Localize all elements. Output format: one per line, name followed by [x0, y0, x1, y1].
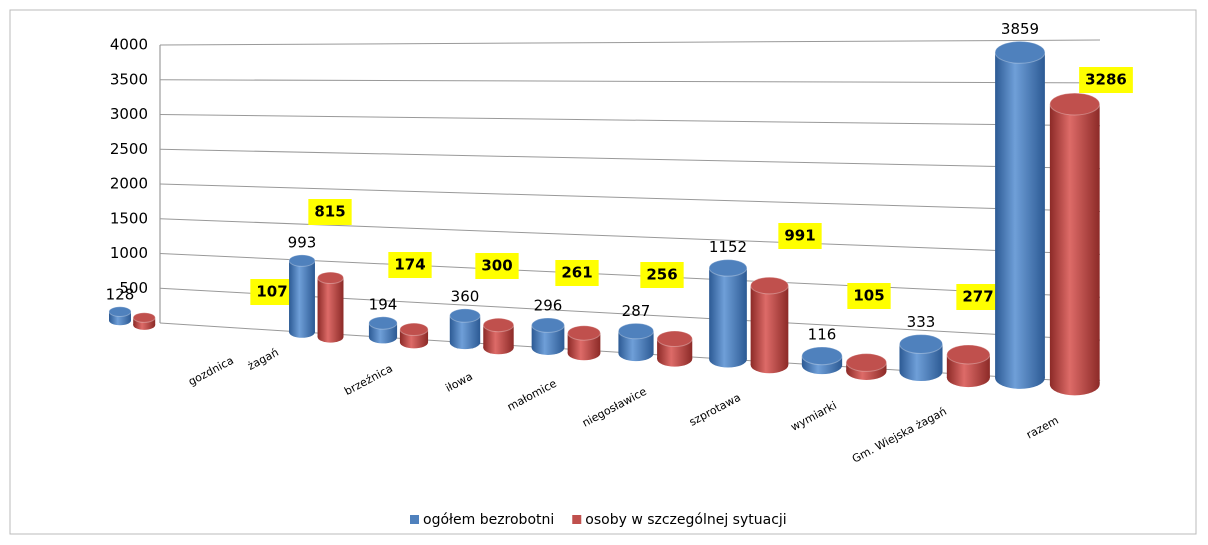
bar-top	[531, 317, 565, 333]
data-label: 991	[784, 227, 815, 245]
grid-line	[159, 79, 1101, 84]
bar-top	[845, 353, 887, 372]
grid-line	[159, 114, 1101, 127]
x-tick-label: niegosławice	[580, 385, 649, 430]
label-box	[308, 199, 352, 225]
data-label: 261	[561, 264, 592, 282]
data-label: 194	[369, 295, 398, 313]
bar-top	[617, 322, 655, 340]
y-tick-label: 500	[119, 279, 148, 297]
data-label: 105	[853, 287, 884, 305]
label-box	[778, 223, 822, 249]
legend-label: osoby w szczególnej sytuacji	[585, 512, 786, 528]
data-label: 3859	[1001, 20, 1039, 38]
y-tick-label: 1500	[110, 209, 148, 227]
data-label: 333	[907, 313, 936, 331]
bar-top	[317, 271, 344, 285]
x-tick-label: żagań	[245, 346, 280, 373]
label-box	[956, 284, 1000, 310]
legend-swatch	[572, 515, 582, 524]
x-tick-label: razem	[1024, 414, 1061, 442]
data-label: 1152	[709, 238, 747, 256]
data-label: 256	[646, 266, 677, 284]
x-tick-label: małomice	[505, 377, 559, 414]
data-label: 300	[481, 257, 512, 275]
label-box	[640, 262, 684, 288]
grid-line	[159, 39, 1101, 46]
x-tick-label: brzeźnica	[342, 362, 395, 398]
data-label: 174	[394, 256, 425, 274]
bar-top	[1049, 92, 1101, 116]
bar-top	[567, 325, 601, 341]
bar	[289, 260, 315, 333]
bar-top	[898, 334, 944, 355]
bar-top	[482, 317, 515, 333]
bar-top	[368, 316, 398, 330]
x-tick-label: wymiarki	[789, 399, 839, 434]
bar-top	[132, 312, 156, 323]
bar-top	[449, 308, 481, 323]
data-label: 128	[106, 285, 135, 303]
label-box	[1079, 67, 1133, 93]
y-tick-label: 2500	[110, 140, 148, 158]
bar	[709, 267, 747, 360]
label-box	[250, 279, 294, 305]
label-box	[847, 283, 891, 309]
chart-border	[9, 9, 1197, 535]
grid-line	[159, 253, 1101, 298]
legend-label: ogółem bezrobotni	[423, 512, 554, 528]
x-tick-label: Gm. Wiejska żagań	[850, 405, 949, 466]
bar-top	[399, 322, 429, 337]
label-box	[555, 260, 599, 286]
grid-line	[159, 287, 1101, 341]
x-tick-label: szprotawa	[687, 391, 743, 429]
label-box	[475, 253, 519, 279]
bar-top	[994, 40, 1046, 64]
bar-top	[750, 276, 789, 295]
legend-swatch	[410, 515, 419, 524]
bar-top	[108, 306, 132, 317]
data-label: 116	[808, 325, 837, 343]
data-label: 993	[288, 233, 317, 251]
y-tick-label: 1000	[110, 244, 148, 262]
grid-line	[159, 148, 1101, 170]
bar	[750, 285, 789, 365]
x-tick-label: gozdnica	[186, 354, 236, 389]
label-box	[388, 252, 432, 278]
bar-top	[656, 330, 693, 348]
y-tick-label: 3000	[110, 105, 148, 123]
data-label: 3286	[1085, 71, 1127, 89]
bar-top	[946, 344, 991, 365]
data-label: 277	[962, 288, 993, 306]
bar	[995, 52, 1045, 378]
y-tick-label: 3500	[110, 70, 148, 88]
x-tick-label: iłowa	[443, 370, 474, 395]
data-label: 360	[451, 287, 480, 305]
data-label: 296	[534, 297, 563, 315]
data-label: 107	[256, 283, 287, 301]
data-label: 815	[314, 203, 345, 221]
y-tick-label: 2000	[110, 175, 148, 193]
bar-top	[801, 346, 843, 366]
bar-top	[708, 259, 748, 277]
y-tick-label: 4000	[110, 36, 148, 54]
data-label: 287	[622, 302, 651, 320]
grid-line	[159, 183, 1101, 212]
bar-top	[288, 254, 316, 267]
bar	[317, 277, 344, 337]
bar	[1049, 104, 1100, 385]
